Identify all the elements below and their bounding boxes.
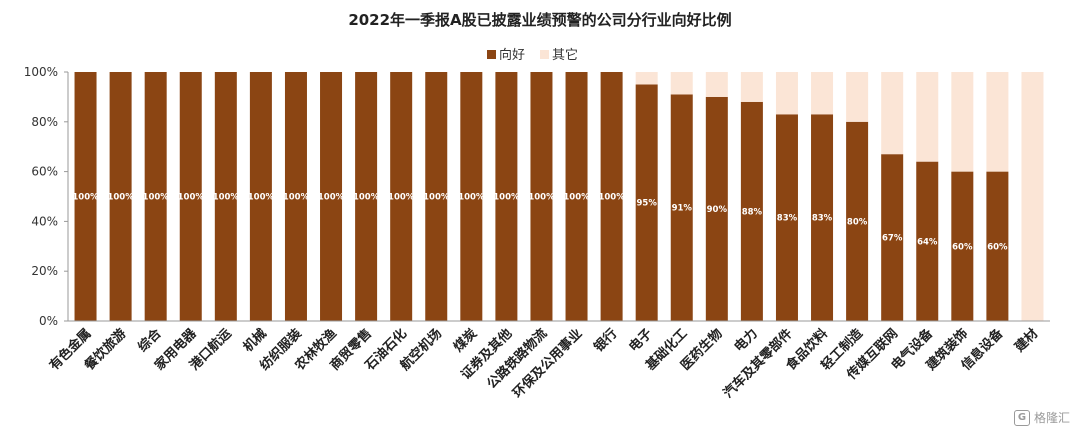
y-tick-label: 60% bbox=[31, 165, 58, 179]
bars: 100% 100% 100% 100% 100% 100% 100% 100% 100% 100%… bbox=[72, 72, 1044, 322]
bar-positive-0 bbox=[74, 72, 97, 321]
data-label: 67% bbox=[882, 234, 903, 244]
bar-other-20 bbox=[775, 72, 798, 115]
bar-positive-23 bbox=[881, 154, 904, 321]
x-tick-label: 公路铁路物流 bbox=[484, 326, 550, 392]
bar-other-16 bbox=[635, 72, 658, 85]
bar-other-21 bbox=[811, 72, 834, 115]
data-label: 100% bbox=[353, 193, 380, 203]
data-label: 100% bbox=[248, 193, 275, 203]
bar-positive-25 bbox=[951, 171, 974, 321]
data-label: 100% bbox=[388, 193, 415, 203]
data-label: 100% bbox=[598, 193, 625, 203]
x-tick-label: 电子 bbox=[626, 326, 656, 356]
x-tick-label: 银行 bbox=[591, 326, 621, 356]
bar-positive-1 bbox=[109, 72, 132, 321]
y-tick-label: 0% bbox=[39, 314, 58, 328]
bar-other-19 bbox=[740, 72, 763, 102]
bar-positive-26 bbox=[986, 171, 1009, 321]
data-label: 100% bbox=[493, 193, 520, 203]
watermark-logo-icon: G bbox=[1013, 409, 1030, 426]
x-tick-label: 综合 bbox=[135, 325, 165, 355]
legend-swatch-1 bbox=[540, 50, 549, 59]
bar-positive-2 bbox=[144, 72, 167, 321]
legend-label-0: 向好 bbox=[499, 47, 525, 63]
data-label: 100% bbox=[143, 193, 170, 203]
bar-positive-17 bbox=[670, 94, 693, 321]
data-label: 60% bbox=[952, 242, 973, 252]
bar-other-17 bbox=[670, 72, 693, 95]
bar-positive-14 bbox=[565, 72, 588, 321]
bar-positive-11 bbox=[460, 72, 483, 321]
x-tick-label: 电力 bbox=[731, 326, 761, 356]
bar-positive-24 bbox=[916, 161, 939, 321]
bar-positive-22 bbox=[846, 121, 869, 321]
data-label: 91% bbox=[672, 204, 693, 214]
x-tick-label: 建材 bbox=[1012, 326, 1042, 356]
data-label: 80% bbox=[847, 217, 868, 227]
data-label: 95% bbox=[636, 199, 657, 209]
bar-other-22 bbox=[846, 72, 869, 122]
data-label: 100% bbox=[458, 193, 485, 203]
bar-other-25 bbox=[951, 72, 974, 172]
bar-other-18 bbox=[705, 72, 728, 97]
y-tick-label: 80% bbox=[31, 115, 58, 129]
bar-positive-4 bbox=[214, 72, 237, 321]
bar-positive-7 bbox=[320, 72, 343, 321]
bar-positive-5 bbox=[249, 72, 272, 321]
bar-positive-3 bbox=[179, 72, 202, 321]
data-label: 100% bbox=[107, 193, 134, 203]
x-tick-label: 煤炭 bbox=[450, 326, 480, 356]
y-tick-label: 20% bbox=[31, 264, 58, 278]
bar-positive-19 bbox=[740, 101, 763, 321]
data-label: 83% bbox=[812, 214, 833, 224]
data-label: 100% bbox=[528, 193, 555, 203]
bar-positive-9 bbox=[390, 72, 413, 321]
legend-swatch-0 bbox=[487, 50, 496, 59]
bar-other-24 bbox=[916, 72, 939, 162]
legend: 向好 其它 bbox=[487, 47, 578, 63]
bar-positive-8 bbox=[355, 72, 378, 321]
bar-positive-20 bbox=[775, 114, 798, 321]
data-label: 100% bbox=[318, 193, 345, 203]
bar-positive-21 bbox=[811, 114, 834, 321]
chart-title: 2022年一季报A股已披露业绩预警的公司分行业向好比例 bbox=[348, 11, 731, 29]
y-tick-label: 100% bbox=[24, 65, 58, 79]
data-label: 100% bbox=[213, 193, 240, 203]
bar-positive-10 bbox=[425, 72, 448, 321]
y-tick-label: 40% bbox=[31, 214, 58, 228]
bar-other-27 bbox=[1021, 72, 1044, 321]
data-label: 100% bbox=[178, 193, 205, 203]
data-label: 88% bbox=[742, 207, 763, 217]
data-label: 64% bbox=[917, 237, 938, 247]
x-tick-label: 机械 bbox=[240, 326, 270, 356]
watermark-text: 格隆汇 bbox=[1033, 411, 1070, 425]
bar-positive-6 bbox=[284, 72, 307, 321]
data-label: 100% bbox=[72, 193, 99, 203]
data-label: 100% bbox=[563, 193, 590, 203]
bar-positive-12 bbox=[495, 72, 518, 321]
data-label: 100% bbox=[283, 193, 310, 203]
bar-positive-18 bbox=[705, 96, 728, 322]
bar-other-26 bbox=[986, 72, 1009, 172]
data-label: 100% bbox=[423, 193, 450, 203]
data-label: 83% bbox=[777, 214, 798, 224]
y-axis: 0% 20% 40% 60% 80% 100% bbox=[24, 65, 69, 328]
bar-positive-15 bbox=[600, 72, 623, 321]
data-label: 60% bbox=[987, 242, 1008, 252]
data-label: 90% bbox=[707, 205, 728, 215]
watermark: G 格隆汇 bbox=[1013, 409, 1070, 426]
legend-label-1: 其它 bbox=[552, 47, 578, 63]
bar-positive-16 bbox=[635, 84, 658, 321]
bar-other-23 bbox=[881, 72, 904, 155]
bar-positive-13 bbox=[530, 72, 553, 321]
